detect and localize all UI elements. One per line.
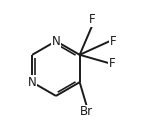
Text: F: F bbox=[110, 35, 116, 48]
Text: F: F bbox=[89, 13, 95, 26]
Text: N: N bbox=[52, 35, 60, 48]
Text: N: N bbox=[28, 76, 37, 89]
Text: Br: Br bbox=[80, 105, 93, 119]
Text: F: F bbox=[108, 57, 115, 69]
